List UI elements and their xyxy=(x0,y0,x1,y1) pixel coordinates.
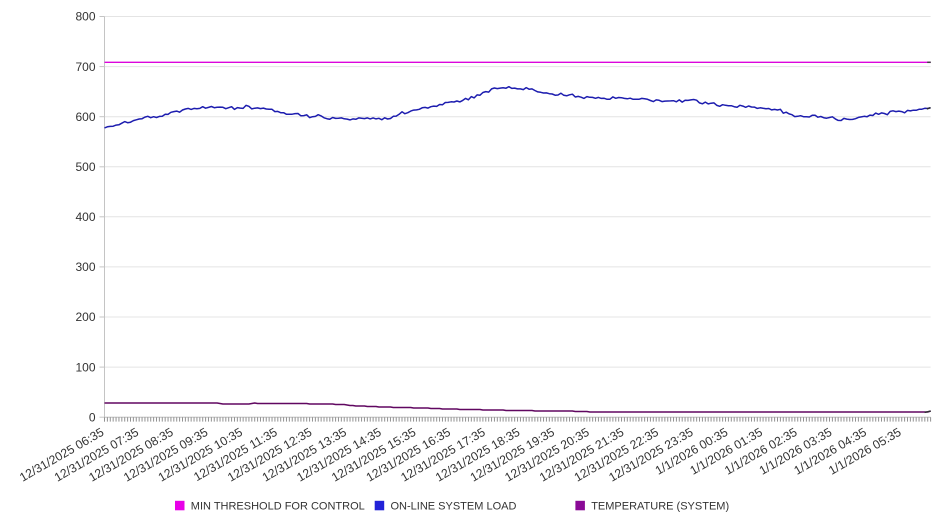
svg-text:300: 300 xyxy=(75,260,95,274)
svg-text:TEMPERATURE (SYSTEM): TEMPERATURE (SYSTEM) xyxy=(591,501,729,513)
svg-text:ON-LINE SYSTEM LOAD: ON-LINE SYSTEM LOAD xyxy=(391,501,517,513)
svg-text:0: 0 xyxy=(89,410,96,424)
svg-text:200: 200 xyxy=(75,310,95,324)
svg-text:MIN THRESHOLD FOR CONTROL: MIN THRESHOLD FOR CONTROL xyxy=(191,501,365,513)
svg-text:400: 400 xyxy=(75,210,95,224)
svg-text:600: 600 xyxy=(75,110,95,124)
svg-text:700: 700 xyxy=(75,60,95,74)
svg-text:100: 100 xyxy=(75,360,95,374)
svg-text:500: 500 xyxy=(75,160,95,174)
svg-text:800: 800 xyxy=(75,10,95,24)
